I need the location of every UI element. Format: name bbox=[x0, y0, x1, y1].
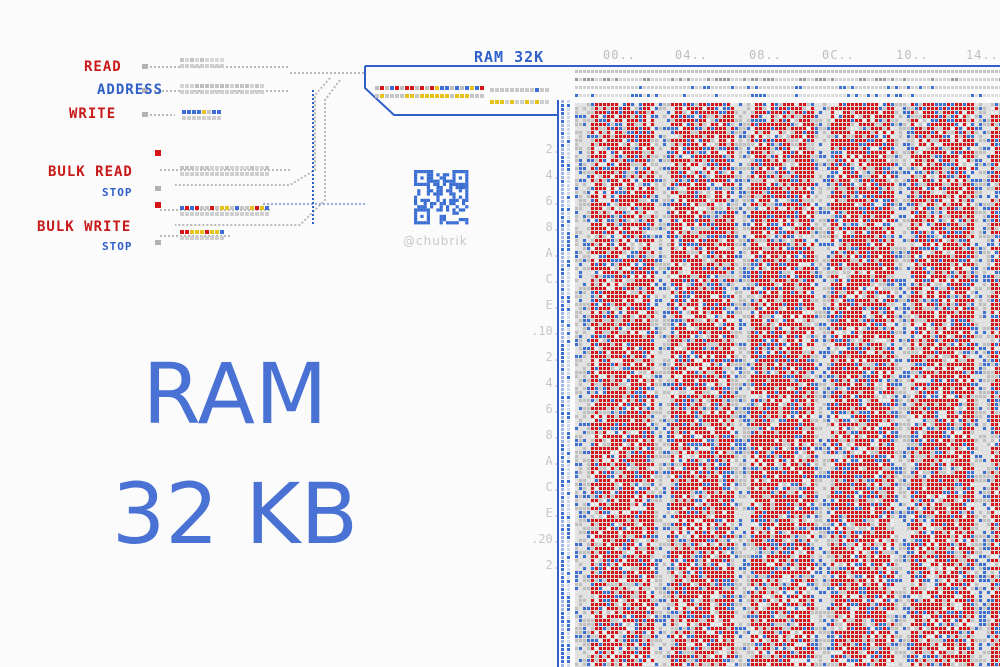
qr-code-icon bbox=[414, 170, 469, 225]
bulk-write-flag bbox=[155, 202, 161, 208]
bulk-write-chip bbox=[180, 206, 269, 216]
address-chip bbox=[180, 84, 264, 94]
bulk-read-stop-label[interactable]: STOP bbox=[102, 186, 133, 199]
row-label: .10. bbox=[531, 324, 560, 338]
input-pin bbox=[142, 64, 148, 69]
row-label: 2. bbox=[545, 350, 560, 364]
bulk-read-label[interactable]: BULK READ bbox=[48, 164, 133, 180]
ram-title: RAM 32K bbox=[474, 48, 545, 66]
column-label: 10.. bbox=[896, 48, 929, 62]
caption-size: 32 KB bbox=[111, 465, 359, 563]
address-label[interactable]: ADDRESS bbox=[97, 82, 164, 98]
row-label: A. bbox=[545, 454, 560, 468]
row-label: 4. bbox=[545, 376, 560, 390]
column-label: 0C.. bbox=[822, 48, 855, 62]
row-label: C. bbox=[545, 272, 560, 286]
row-label: 4. bbox=[545, 168, 560, 182]
bulk-write-label[interactable]: BULK WRITE bbox=[37, 219, 132, 235]
row-label: A. bbox=[545, 246, 560, 260]
column-label: 00.. bbox=[603, 48, 636, 62]
row-label: 6. bbox=[545, 194, 560, 208]
memory-matrix bbox=[575, 103, 1000, 667]
column-label: 04.. bbox=[675, 48, 708, 62]
column-label: 08.. bbox=[749, 48, 782, 62]
row-label: E. bbox=[545, 298, 560, 312]
read-label[interactable]: READ bbox=[84, 59, 122, 75]
row-label: 8. bbox=[545, 220, 560, 234]
row-label: 6. bbox=[545, 402, 560, 416]
input-pin bbox=[142, 112, 148, 117]
author-watermark: @chubrik bbox=[403, 234, 468, 248]
write-label[interactable]: WRITE bbox=[69, 106, 117, 122]
input-pin bbox=[155, 240, 161, 245]
row-label: 2. bbox=[545, 558, 560, 572]
caption-ram: RAM bbox=[142, 345, 328, 443]
column-label: 14.. bbox=[966, 48, 999, 62]
row-decoder-strip bbox=[561, 100, 570, 667]
row-label: C. bbox=[545, 480, 560, 494]
row-label: .20. bbox=[531, 532, 560, 546]
row-label: E. bbox=[545, 506, 560, 520]
row-label: 8. bbox=[545, 428, 560, 442]
column-decoder-strip bbox=[575, 70, 1000, 97]
bulk-write-stop-label[interactable]: STOP bbox=[102, 240, 133, 253]
write-chip bbox=[182, 110, 221, 120]
input-pin bbox=[142, 88, 148, 93]
frame-corner bbox=[364, 66, 558, 116]
controller-block bbox=[375, 86, 549, 104]
bulk-read-chip bbox=[180, 166, 269, 176]
bulk-write-stop-chip bbox=[180, 230, 224, 240]
row-label: 2. bbox=[545, 142, 560, 156]
input-pin bbox=[155, 186, 161, 191]
bulk-read-flag bbox=[155, 150, 161, 156]
read-chip bbox=[180, 58, 224, 68]
